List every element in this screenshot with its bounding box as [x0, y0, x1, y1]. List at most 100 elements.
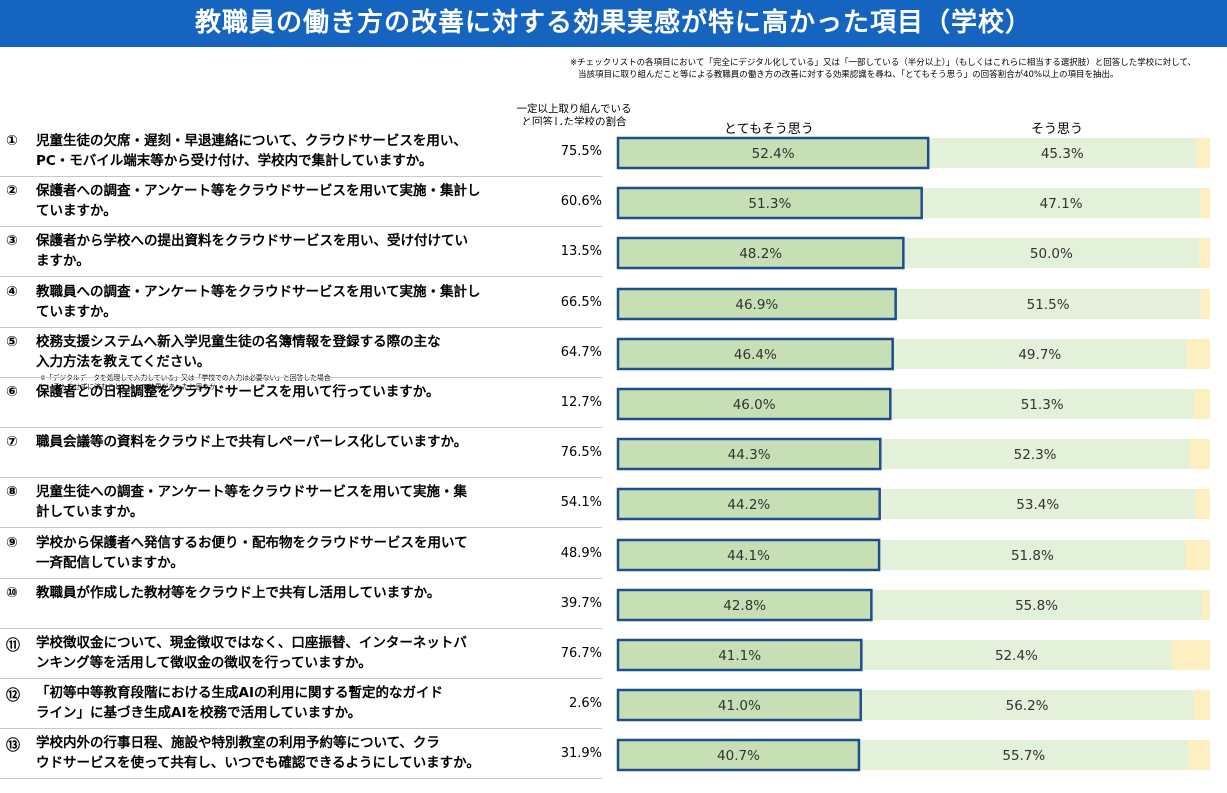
question-line-text: 学校徴収金について、現金徴収ではなく、口座振替、インターネットバ	[36, 635, 467, 651]
bar-segment-other	[1201, 590, 1210, 620]
question-line-text: 児童生徒の欠席・遅刻・早退連絡について、クラウドサービスを用い、	[36, 133, 467, 149]
question-text-line: 計していますか。	[36, 502, 506, 522]
question-text-line: 学校から保護者へ発信するお便り・配布物をクラウドサービスを用いて	[36, 533, 506, 553]
implementation-rate: 39.7%	[560, 596, 602, 611]
row-divider	[0, 678, 602, 679]
implementation-rate: 66.5%	[560, 295, 602, 310]
rate-header-line: 一定以上取り組んでいる	[516, 103, 632, 115]
row-divider	[0, 276, 602, 277]
row-divider	[0, 377, 602, 378]
bar-segment-agree	[892, 339, 1187, 369]
row-divider	[0, 527, 602, 528]
question-line-text: 一斉配信していますか。	[36, 555, 184, 571]
data-label-very-much: 46.4%	[734, 347, 777, 363]
question-row: ② 保護者への調査・アンケート等をクラウドサービスを用いて実施・集計していますか。…	[0, 176, 602, 226]
question-line-text: 職員会議等の資料をクラウド上で共有しペーパーレス化していますか。	[36, 434, 468, 450]
question-text: 保護者との日程調整をクラウドサービスを用いて行っていますか。	[36, 382, 506, 402]
implementation-rate: 54.1%	[560, 495, 602, 510]
implementation-rate: 76.5%	[560, 445, 602, 460]
data-label-agree: 52.3%	[1014, 447, 1057, 463]
bar-segment-agree	[879, 489, 1196, 519]
question-text: 学校から保護者へ発信するお便り・配布物をクラウドサービスを用いて一斉配信していま…	[36, 533, 506, 573]
question-text: 「初等中等教育段階における生成AIの利用に関する暫定的なガイド ライン」に基づき生…	[36, 683, 506, 723]
bar-segment-other	[1199, 238, 1210, 268]
question-text-line: ンキング等を活用して徴収金の徴収を行っていますか。	[36, 653, 506, 673]
question-line-text: PC・モバイル端末等から受け付け、学校内で集計していますか。	[36, 153, 433, 169]
data-label-agree: 45.3%	[1041, 146, 1084, 162]
question-number: ②	[6, 183, 18, 199]
footnote-line: ※チェックリストの各項目において「完全にデジタル化している」又は「一部している（…	[570, 58, 1197, 68]
question-text-line: 児童生徒への調査・アンケート等をクラウドサービスを用いて実施・集	[36, 482, 506, 502]
bar-segment-agree	[895, 289, 1201, 319]
legend-agree: そう思う	[1031, 122, 1084, 137]
question-number: ⑥	[6, 384, 18, 400]
row-divider	[0, 226, 602, 227]
data-label-very-much: 52.4%	[752, 146, 795, 162]
question-text: 学校内外の行事日程、施設や特別教室の利用予約等について、クラウドサービスを使って…	[36, 733, 506, 773]
question-number: ⑤	[6, 334, 18, 350]
question-note: ※「デジタルデータを処理して入力している」又は「学校での入力は必要ない」と回答し…	[40, 374, 331, 391]
bar-segment-other	[1196, 138, 1210, 168]
bar-segment-very-much	[616, 337, 894, 371]
question-line-text: 保護者との日程調整をクラウドサービスを用いて行っていますか。	[36, 384, 440, 400]
bar-segment-other	[1193, 690, 1210, 720]
bar-segment-very-much	[616, 287, 897, 321]
question-number: ④	[6, 284, 18, 300]
question-text-line: ますか。	[36, 251, 506, 271]
data-label-very-much: 44.3%	[728, 447, 771, 463]
data-label-very-much: 44.1%	[727, 548, 770, 564]
question-row: ① 児童生徒の欠席・遅刻・早退連絡について、クラウドサービスを用い、 PC・モバイル…	[0, 126, 602, 176]
bar-segment-agree	[858, 740, 1189, 770]
bar-segment-other	[1200, 188, 1210, 218]
bar-segment-agree	[903, 238, 1200, 268]
bar-segment-very-much	[616, 588, 873, 622]
implementation-rate: 13.5%	[560, 244, 602, 259]
question-row: ⑬ 学校内外の行事日程、施設や特別教室の利用予約等について、クラ ウドサービスを使っ…	[0, 728, 602, 778]
question-line-text: ていますか。	[36, 203, 117, 219]
data-label-very-much: 40.7%	[717, 748, 760, 764]
bar-segment-agree	[880, 439, 1190, 469]
data-label-very-much: 46.0%	[733, 397, 776, 413]
question-row: ④ 教職員への調査・アンケート等をクラウドサービスを用いて実施・集計し ていますか。…	[0, 277, 602, 327]
bar-segment-very-much	[616, 387, 892, 421]
bar-segment-very-much	[616, 186, 923, 220]
question-row: ⑧ 児童生徒への調査・アンケート等をクラウドサービスを用いて実施・集 計していますか…	[0, 477, 602, 527]
question-line-text: 教職員への調査・アンケート等をクラウドサービスを用いて実施・集計し	[36, 284, 481, 300]
row-divider	[0, 477, 602, 478]
row-divider	[0, 628, 602, 629]
row-divider	[0, 427, 602, 428]
row-divider	[0, 578, 602, 579]
data-label-agree: 50.0%	[1030, 246, 1073, 262]
row-divider	[0, 327, 602, 328]
question-text-line: 「初等中等教育段階における生成AIの利用に関する暫定的なガイド	[36, 683, 506, 703]
bar-segment-very-much	[616, 538, 881, 572]
question-text-line: 保護者から学校への提出資料をクラウドサービスを用い、受け付けてい	[36, 231, 506, 251]
question-line-text: 児童生徒への調査・アンケート等をクラウドサービスを用いて実施・集	[36, 484, 468, 500]
question-line-text: 保護者から学校への提出資料をクラウドサービスを用い、受け付けてい	[36, 233, 468, 249]
bar-segment-agree	[879, 540, 1186, 570]
question-line-text: 学校内外の行事日程、施設や特別教室の利用予約等について、クラ	[36, 735, 440, 751]
question-text: 児童生徒の欠席・遅刻・早退連絡について、クラウドサービスを用い、 PC・モバイル端…	[36, 131, 506, 171]
data-label-very-much: 42.8%	[723, 598, 766, 614]
data-label-agree: 51.8%	[1011, 548, 1054, 564]
row-divider	[0, 778, 602, 779]
bar-segment-agree	[921, 188, 1201, 218]
data-label-very-much: 51.3%	[748, 196, 791, 212]
question-text-line: 保護者への調査・アンケート等をクラウドサービスを用いて実施・集計し	[36, 181, 506, 201]
question-number: ⑦	[6, 434, 18, 450]
question-line-text: ウドサービスを使って共有し、いつでも確認できるようにしていますか。	[36, 755, 480, 771]
question-text: 職員会議等の資料をクラウド上で共有しペーパーレス化していますか。	[36, 432, 506, 452]
question-row: ⑪ 学校徴収金について、現金徴収ではなく、口座振替、インターネットバ ンキング等を活…	[0, 628, 602, 678]
question-text: 教職員への調査・アンケート等をクラウドサービスを用いて実施・集計し ていますか。	[36, 282, 506, 322]
data-label-very-much: 46.9%	[735, 297, 778, 313]
question-text: 教職員が作成した教材等をクラウド上で共有し活用していますか。	[36, 583, 506, 603]
question-text: 保護者への調査・アンケート等をクラウドサービスを用いて実施・集計していますか。	[36, 181, 506, 221]
question-text-line: 保護者との日程調整をクラウドサービスを用いて行っていますか。	[36, 382, 506, 402]
bar-segment-very-much	[616, 738, 861, 772]
data-label-agree: 52.4%	[995, 648, 1038, 664]
bar-segment-other	[1194, 389, 1210, 419]
question-line-text: 教職員が作成した教材等をクラウド上で共有し活用していますか。	[36, 585, 441, 601]
bar-segment-agree	[928, 138, 1197, 168]
question-row: ⑨ 学校から保護者へ発信するお便り・配布物をクラウドサービスを用いて 一斉配信してい…	[0, 528, 602, 578]
data-label-agree: 55.8%	[1015, 598, 1058, 614]
